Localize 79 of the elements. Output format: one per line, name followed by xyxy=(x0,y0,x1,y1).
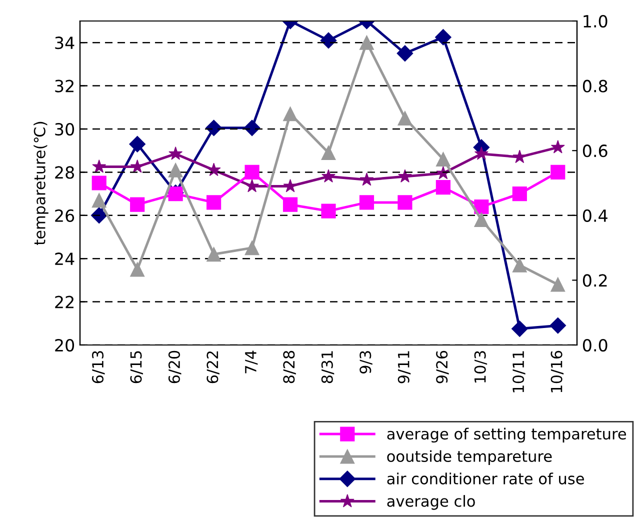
point xyxy=(244,240,260,256)
x-tick-label: 10/16 xyxy=(550,350,564,392)
point xyxy=(322,169,336,182)
x-tick-label: 6/20 xyxy=(168,350,182,384)
point xyxy=(168,186,183,202)
point xyxy=(168,162,183,178)
legend-label: average clo xyxy=(387,495,475,510)
point xyxy=(434,28,452,46)
point xyxy=(550,277,566,292)
point xyxy=(321,204,336,218)
point xyxy=(474,199,489,214)
point xyxy=(398,110,412,126)
legend-label: ooutside tempareture xyxy=(387,450,552,465)
point xyxy=(130,197,145,212)
y2-tick-label: 0.4 xyxy=(582,209,608,222)
point xyxy=(398,195,412,210)
point xyxy=(129,136,146,152)
point xyxy=(283,178,298,192)
x-tick-label: 7/4 xyxy=(245,350,258,374)
point xyxy=(321,145,336,160)
y-axis-title: tempareture(℃) xyxy=(34,122,48,245)
legend-label: average of setting tempareture xyxy=(387,428,626,443)
y-tick-label: 22 xyxy=(55,296,74,308)
point xyxy=(550,164,566,180)
y2-tick-label: 0.0 xyxy=(582,338,608,352)
x-tick-label: 10/11 xyxy=(512,351,526,392)
y-tick-label: 26 xyxy=(55,209,74,222)
point xyxy=(206,120,222,136)
point xyxy=(92,160,106,173)
x-tick-label: 8/31 xyxy=(321,351,334,384)
point xyxy=(282,106,298,122)
y-tick-label: 28 xyxy=(55,166,74,179)
point xyxy=(244,164,260,180)
x-tick-label: 9/3 xyxy=(360,351,372,374)
point xyxy=(130,262,145,277)
point xyxy=(396,45,414,62)
point xyxy=(92,192,106,208)
point xyxy=(359,195,374,210)
x-tick-label: 6/13 xyxy=(92,351,105,384)
point xyxy=(360,172,374,186)
point xyxy=(512,186,527,202)
y-tick-label: 30 xyxy=(55,122,74,136)
point xyxy=(282,197,298,212)
point xyxy=(550,317,566,334)
point xyxy=(436,180,450,195)
point xyxy=(511,320,528,338)
y2-tick-label: 0.6 xyxy=(582,144,608,158)
x-tick-label: 9/26 xyxy=(436,350,449,384)
x-tick-label: 9/11 xyxy=(398,351,411,384)
y-tick-label: 24 xyxy=(55,252,74,265)
legend-label: air conditioner rate of use xyxy=(387,472,584,484)
x-tick-label: 8/28 xyxy=(283,350,296,384)
point xyxy=(359,35,374,50)
y-tick-label: 32 xyxy=(55,80,74,92)
point xyxy=(474,212,489,228)
y2-tick-label: 0.8 xyxy=(582,80,608,92)
point xyxy=(550,140,565,154)
y-tick-label: 34 xyxy=(55,36,74,50)
point xyxy=(130,160,144,173)
x-tick-label: 6/15 xyxy=(130,351,143,384)
point xyxy=(90,207,108,224)
point xyxy=(436,152,450,167)
point xyxy=(244,120,260,136)
point xyxy=(206,246,222,262)
point xyxy=(206,195,222,210)
point xyxy=(398,169,412,182)
x-tick-label: 10/3 xyxy=(474,351,488,382)
y-tick-label: 20 xyxy=(55,338,74,352)
point xyxy=(168,146,183,160)
point xyxy=(474,146,488,160)
y2-tick-label: 1.0 xyxy=(584,14,608,28)
y2-tick-label: 0.2 xyxy=(582,274,607,287)
point xyxy=(320,32,337,49)
x-tick-label: 6/22 xyxy=(206,351,220,384)
point xyxy=(512,258,527,272)
point xyxy=(206,162,221,176)
point xyxy=(92,176,106,190)
point xyxy=(512,150,527,164)
point xyxy=(245,178,259,192)
